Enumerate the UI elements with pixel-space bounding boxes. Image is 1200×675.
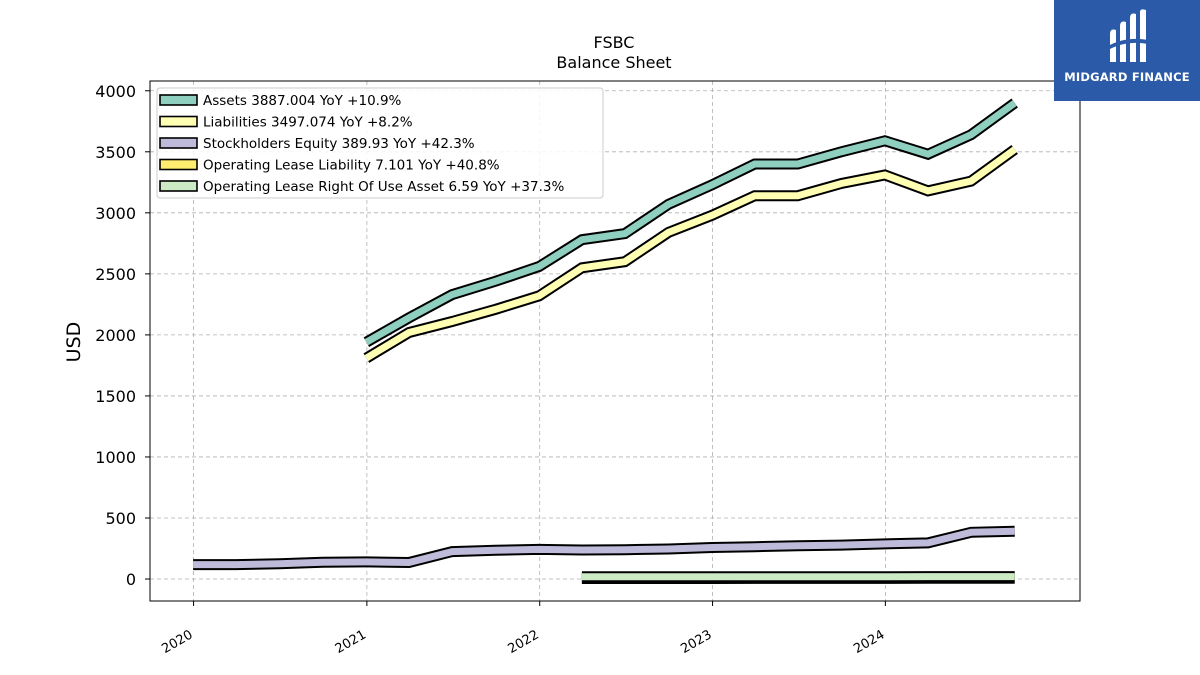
y-tick-label: 0 bbox=[126, 570, 136, 589]
x-tick-label: 2022 bbox=[506, 627, 542, 657]
brand-name: MIDGARD FINANCE bbox=[1064, 70, 1190, 84]
y-tick-label: 4000 bbox=[95, 82, 136, 101]
y-axis-label: USD bbox=[63, 322, 85, 363]
x-tick-label: 2023 bbox=[678, 627, 714, 657]
legend: Assets 3887.004 YoY +10.9% Liabilities 34… bbox=[156, 87, 604, 199]
legend-swatch bbox=[159, 94, 198, 106]
legend-label: Operating Lease Right Of Use Asset 6.59 … bbox=[203, 179, 564, 195]
series-line bbox=[364, 100, 1017, 346]
x-tick-label: 2024 bbox=[851, 627, 887, 657]
series-liabilities bbox=[363, 144, 1018, 363]
y-tick-label: 2000 bbox=[95, 326, 136, 345]
legend-swatch bbox=[159, 137, 198, 149]
legend-label: Liabilities 3497.074 YoY +8.2% bbox=[203, 115, 413, 131]
legend-label: Stockholders Equity 389.93 YoY +42.3% bbox=[203, 136, 475, 152]
x-tick-label: 2020 bbox=[159, 627, 195, 657]
y-tick-label: 2500 bbox=[95, 265, 136, 284]
midgard-logo-icon bbox=[1108, 9, 1148, 63]
series-stockholders-equity bbox=[193, 525, 1015, 571]
series-line bbox=[364, 146, 1017, 362]
series-lines bbox=[193, 98, 1018, 584]
series-assets bbox=[363, 98, 1018, 347]
brand-logo: MIDGARD FINANCE bbox=[1054, 0, 1200, 101]
plot-frame bbox=[149, 80, 1081, 602]
y-tick-label: 3000 bbox=[95, 204, 136, 223]
legend-swatch bbox=[159, 180, 198, 192]
legend-box bbox=[156, 87, 604, 199]
chart-title: FSBC bbox=[594, 33, 635, 52]
y-tick-label: 3500 bbox=[95, 143, 136, 162]
legend-label: Operating Lease Liability 7.101 YoY +40.… bbox=[203, 158, 500, 174]
series-line bbox=[193, 527, 1015, 569]
y-tick-label: 1500 bbox=[95, 387, 136, 406]
legend-label: Assets 3887.004 YoY +10.9% bbox=[203, 93, 402, 109]
x-tick-label: 2021 bbox=[333, 627, 369, 657]
legend-swatch bbox=[159, 158, 198, 171]
y-tick-label: 1000 bbox=[95, 448, 136, 467]
y-tick-label: 500 bbox=[105, 509, 136, 528]
legend-swatch bbox=[159, 115, 198, 128]
chart-subtitle: Balance Sheet bbox=[556, 53, 671, 72]
